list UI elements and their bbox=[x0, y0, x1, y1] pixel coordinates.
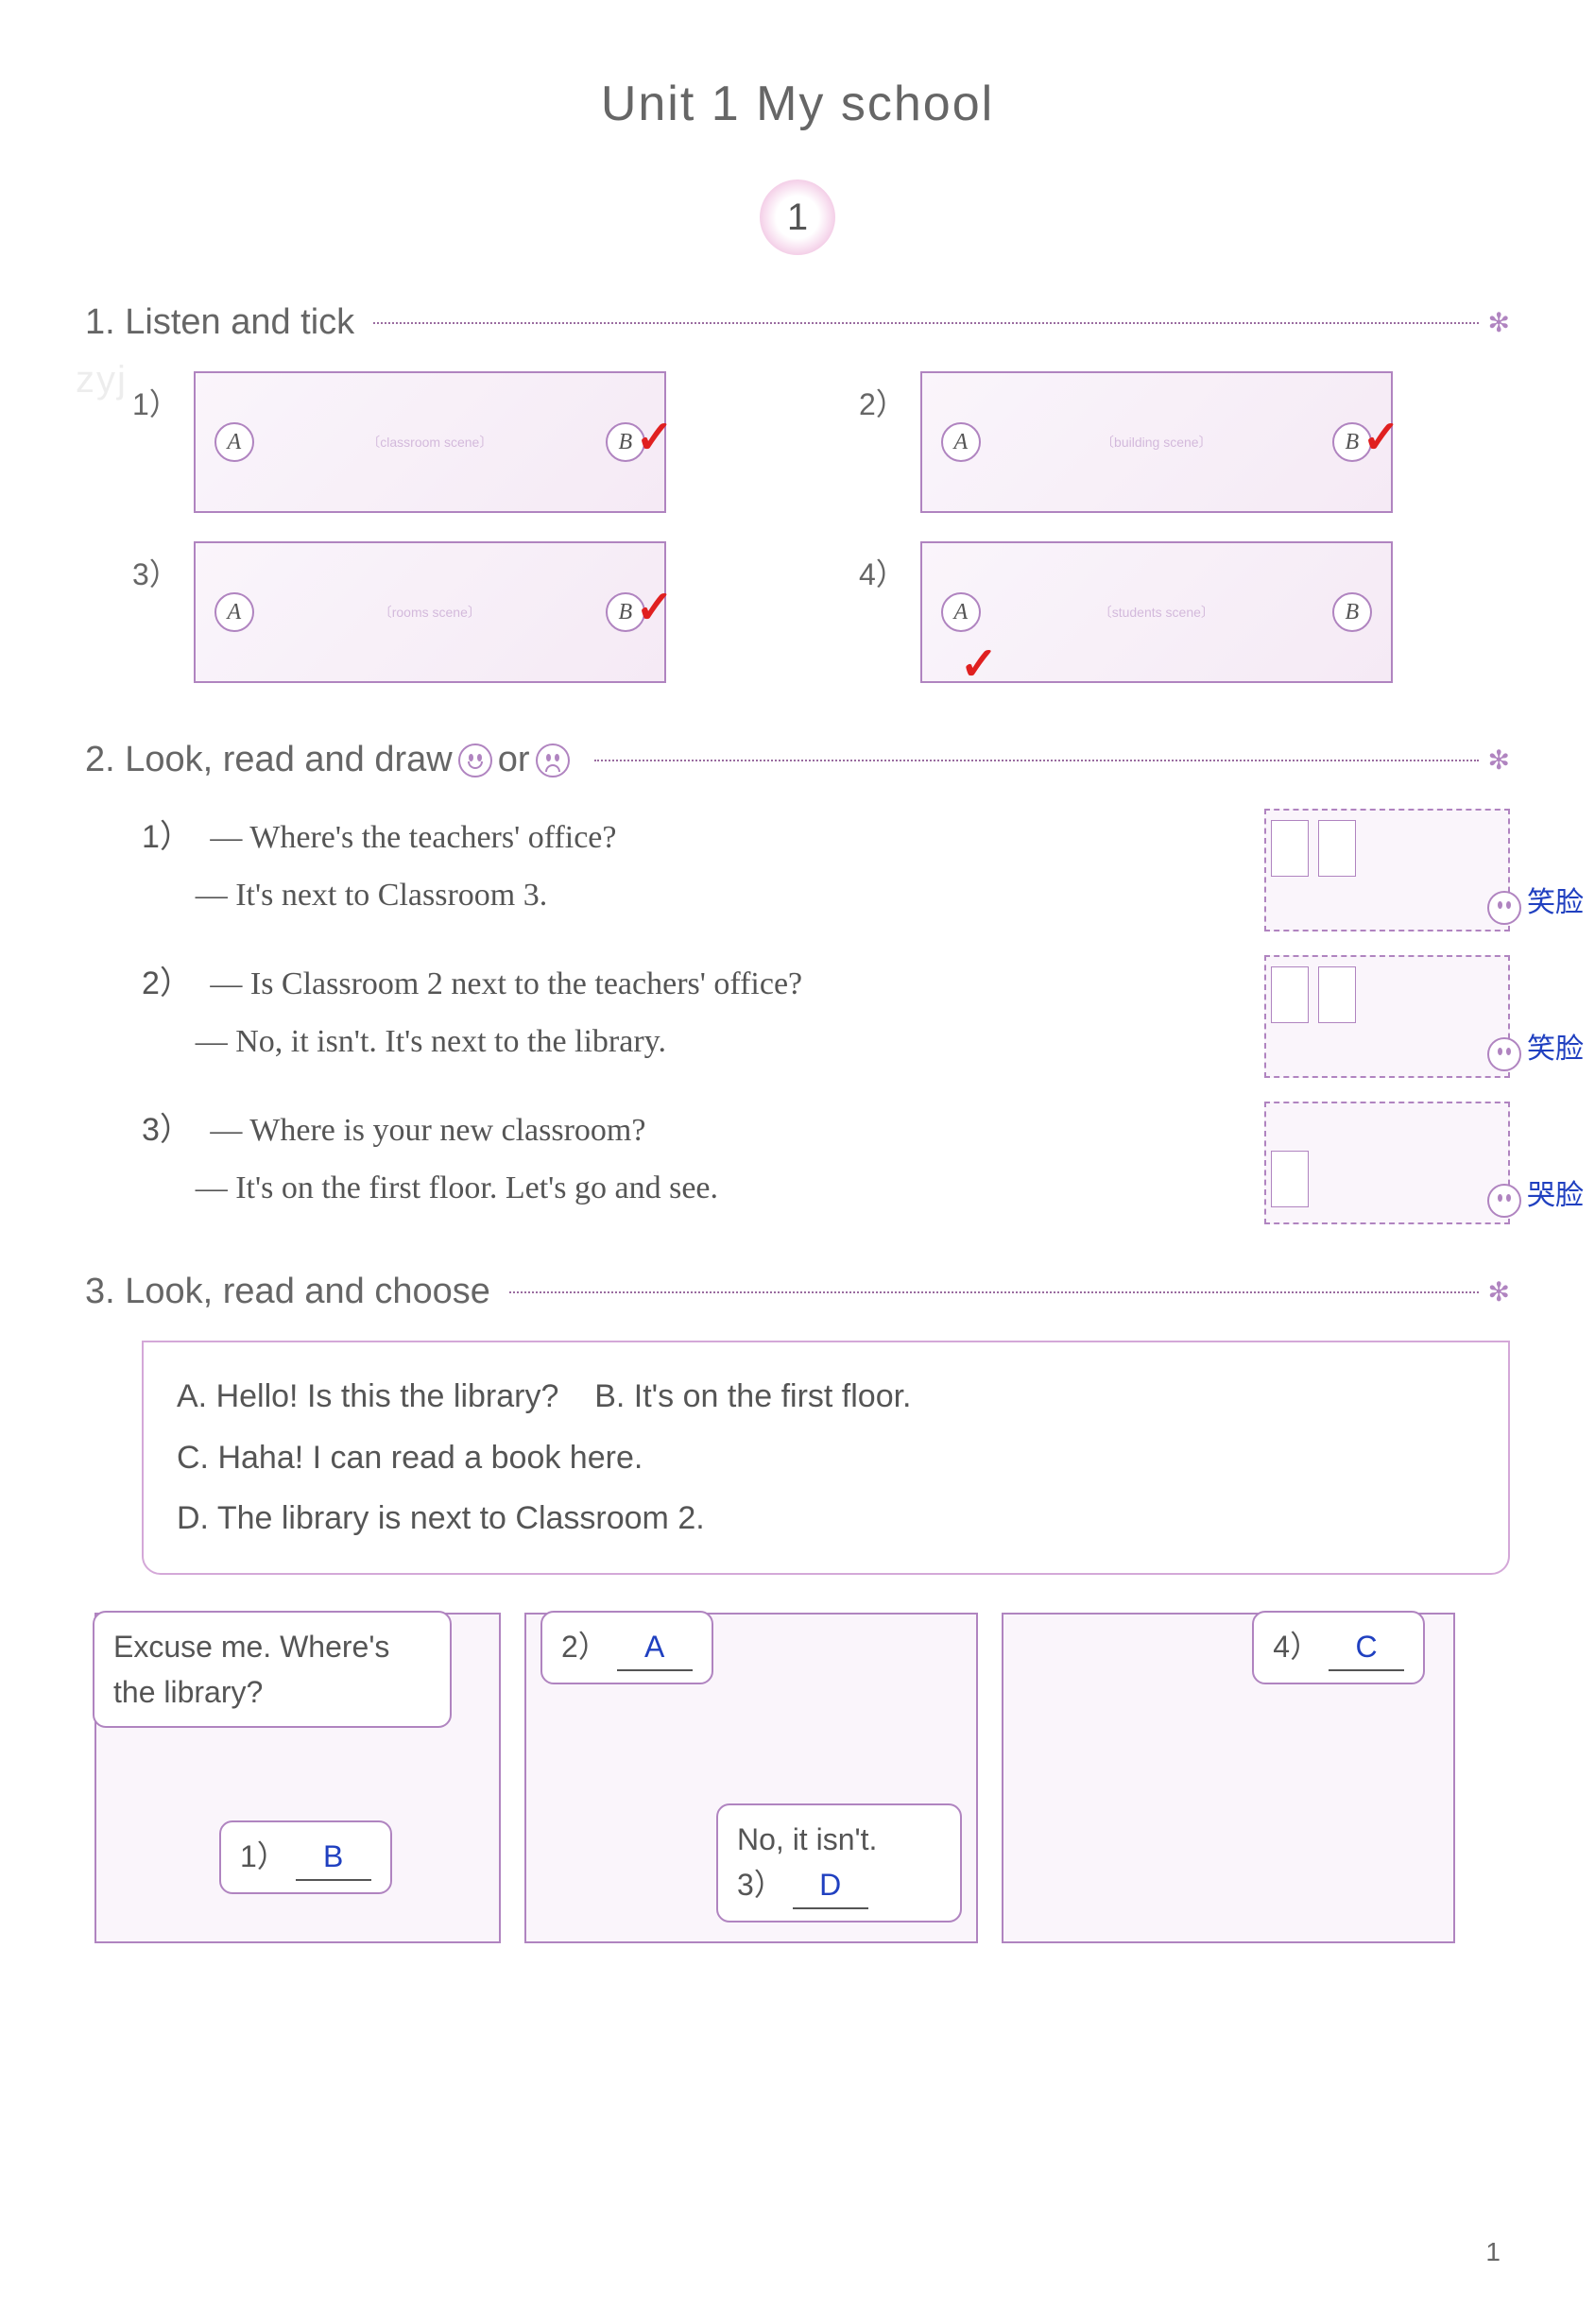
item-number: 1） bbox=[142, 819, 192, 855]
answer-text: 笑脸 bbox=[1527, 879, 1584, 920]
q2-illustration: 哭脸 bbox=[1264, 1102, 1510, 1224]
divider bbox=[373, 322, 1478, 324]
section-3-label: 3. Look, read and choose bbox=[85, 1272, 490, 1312]
blank-label: 3） bbox=[737, 1868, 784, 1902]
section-2-heading: 2. Look, read and draw or ✻ bbox=[85, 740, 1510, 780]
question-line: — Where's the teachers' office? bbox=[210, 820, 616, 855]
question-2-list: 1） — Where's the teachers' office? — It'… bbox=[85, 809, 1510, 1224]
reply-text: No, it isn't. bbox=[737, 1822, 877, 1856]
tick-mark: ✓ bbox=[636, 411, 674, 464]
choice-b-badge: B bbox=[1332, 592, 1372, 632]
answer-text: 哭脸 bbox=[1527, 1171, 1584, 1213]
sparkle-icon: ✻ bbox=[1488, 1276, 1510, 1307]
answer-line: — It's next to Classroom 3. bbox=[196, 878, 548, 913]
q2-item-3: 3） — Where is your new classroom? — It's… bbox=[142, 1102, 1510, 1224]
item-number: 3） bbox=[142, 1112, 192, 1148]
answer-line: — No, it isn't. It's next to the library… bbox=[196, 1024, 666, 1059]
sad-face-icon bbox=[536, 743, 570, 778]
listen-item-3: 3） A 〔rooms scene〕 B ✓ bbox=[132, 541, 783, 683]
or-text: or bbox=[498, 740, 530, 780]
answer-text: 笑脸 bbox=[1527, 1025, 1584, 1067]
section-1-label: 1. Listen and tick bbox=[85, 302, 354, 343]
sparkle-icon: ✻ bbox=[1488, 744, 1510, 776]
face-blank-icon bbox=[1487, 1184, 1521, 1218]
item-number: 3） bbox=[132, 551, 180, 594]
comic-panels: Excuse me. Where's the library? 1） B 2） … bbox=[85, 1613, 1510, 1943]
blank-bubble-2: 2） A bbox=[540, 1611, 713, 1684]
blank-label: 4） bbox=[1273, 1630, 1320, 1664]
choice-a-badge: A bbox=[941, 422, 981, 462]
section-2-label: 2. Look, read and draw bbox=[85, 740, 453, 780]
section-1-heading: 1. Listen and tick ✻ bbox=[85, 302, 1510, 343]
item-number: 2） bbox=[859, 381, 906, 424]
scene-placeholder: 〔rooms scene〕 bbox=[254, 603, 606, 622]
divider bbox=[594, 760, 1479, 761]
item-number: 4） bbox=[859, 551, 906, 594]
blank-bubble-4: 4） C bbox=[1252, 1611, 1425, 1684]
comic-panel-2: 2） A No, it isn't. 3） D bbox=[524, 1613, 978, 1943]
q2-text: 3） — Where is your new classroom? — It's… bbox=[142, 1102, 1236, 1217]
face-blank-icon bbox=[1487, 891, 1521, 925]
choice-a-badge: A bbox=[214, 592, 254, 632]
option-a: A. Hello! Is this the library? bbox=[177, 1378, 558, 1414]
choice-a-badge: A bbox=[941, 592, 981, 632]
blank-label: 2） bbox=[561, 1630, 609, 1664]
tick-mark: ✓ bbox=[1363, 411, 1400, 464]
question-line: — Where is your new classroom? bbox=[210, 1113, 645, 1148]
divider bbox=[509, 1291, 1479, 1293]
option-c: C. Haha! I can read a book here. bbox=[177, 1440, 643, 1476]
listen-item-1: 1） A 〔classroom scene〕 B ✓ bbox=[132, 371, 783, 513]
answer-options-box: A. Hello! Is this the library? B. It's o… bbox=[142, 1341, 1510, 1575]
listen-item-4: 4） A 〔students scene〕 B ✓ bbox=[859, 541, 1510, 683]
listen-grid: 1） A 〔classroom scene〕 B ✓ 2） A 〔buildin… bbox=[85, 371, 1510, 683]
speech-bubble: Excuse me. Where's the library? bbox=[93, 1611, 452, 1728]
page-number: 1 bbox=[1485, 2237, 1501, 2267]
answer-line: — It's on the first floor. Let's go and … bbox=[196, 1171, 718, 1205]
watermark: zyj bbox=[76, 359, 128, 402]
listen-item-2: 2） A 〔building scene〕 B ✓ bbox=[859, 371, 1510, 513]
comic-panel-1: Excuse me. Where's the library? 1） B bbox=[94, 1613, 501, 1943]
page-title: Unit 1 My school bbox=[85, 76, 1510, 132]
scene-placeholder: 〔students scene〕 bbox=[981, 603, 1332, 622]
face-blank-icon bbox=[1487, 1037, 1521, 1071]
tick-mark: ✓ bbox=[960, 638, 998, 691]
blank-answer: B bbox=[296, 1834, 371, 1881]
q2-text: 2） — Is Classroom 2 next to the teachers… bbox=[142, 955, 1236, 1070]
blank-answer: C bbox=[1329, 1624, 1404, 1671]
section-3-heading: 3. Look, read and choose ✻ bbox=[85, 1272, 1510, 1312]
option-d: D. The library is next to Classroom 2. bbox=[177, 1500, 705, 1536]
q2-illustration: 笑脸 bbox=[1264, 955, 1510, 1078]
illustration-box: A 〔classroom scene〕 B ✓ bbox=[194, 371, 666, 513]
comic-panel-3: 4） C bbox=[1002, 1613, 1455, 1943]
illustration-box: A 〔rooms scene〕 B ✓ bbox=[194, 541, 666, 683]
scene-placeholder: 〔classroom scene〕 bbox=[254, 433, 606, 452]
blank-bubble-1: 1） B bbox=[219, 1820, 392, 1894]
smile-face-icon bbox=[458, 743, 492, 778]
option-b: B. It's on the first floor. bbox=[594, 1378, 911, 1414]
blank-label: 1） bbox=[240, 1839, 287, 1873]
item-number: 1） bbox=[132, 381, 180, 424]
item-number: 2） bbox=[142, 965, 192, 1001]
choice-a-badge: A bbox=[214, 422, 254, 462]
sparkle-icon: ✻ bbox=[1488, 307, 1510, 338]
illustration-box: A 〔building scene〕 B ✓ bbox=[920, 371, 1393, 513]
reply-bubble: No, it isn't. 3） D bbox=[716, 1803, 962, 1922]
q2-text: 1） — Where's the teachers' office? — It'… bbox=[142, 809, 1236, 924]
tick-mark: ✓ bbox=[636, 581, 674, 634]
scene-placeholder: 〔building scene〕 bbox=[981, 433, 1332, 452]
question-line: — Is Classroom 2 next to the teachers' o… bbox=[210, 966, 802, 1001]
q2-item-1: 1） — Where's the teachers' office? — It'… bbox=[142, 809, 1510, 931]
blank-answer: A bbox=[617, 1624, 693, 1671]
q2-item-2: 2） — Is Classroom 2 next to the teachers… bbox=[142, 955, 1510, 1078]
lesson-number-badge: 1 bbox=[760, 179, 835, 255]
illustration-box: A 〔students scene〕 B ✓ bbox=[920, 541, 1393, 683]
q2-illustration: 笑脸 bbox=[1264, 809, 1510, 931]
blank-answer: D bbox=[793, 1862, 868, 1909]
